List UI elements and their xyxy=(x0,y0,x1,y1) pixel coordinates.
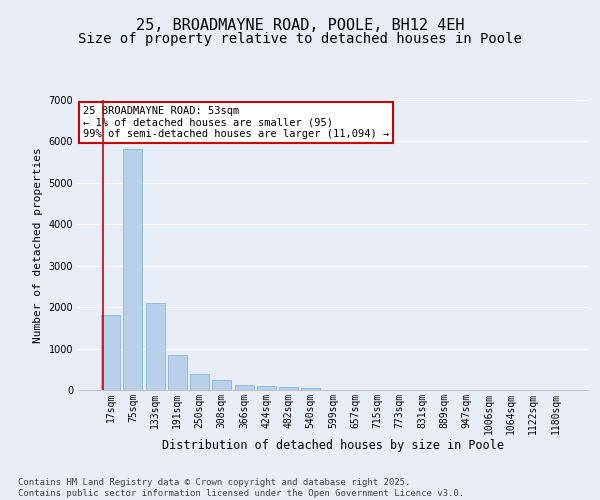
Bar xyxy=(146,303,164,390)
Text: Contains HM Land Registry data © Crown copyright and database right 2025.
Contai: Contains HM Land Registry data © Crown c… xyxy=(18,478,464,498)
Bar xyxy=(257,386,276,390)
Text: 25 BROADMAYNE ROAD: 53sqm
← 1% of detached houses are smaller (95)
99% of semi-d: 25 BROADMAYNE ROAD: 53sqm ← 1% of detach… xyxy=(83,106,389,139)
Bar xyxy=(124,149,142,390)
Bar xyxy=(301,388,320,390)
Y-axis label: Number of detached properties: Number of detached properties xyxy=(33,147,43,343)
Bar xyxy=(235,385,254,390)
X-axis label: Distribution of detached houses by size in Poole: Distribution of detached houses by size … xyxy=(162,440,504,452)
Bar xyxy=(279,387,298,390)
Bar xyxy=(168,355,187,390)
Bar xyxy=(190,374,209,390)
Bar xyxy=(101,316,120,390)
Bar xyxy=(212,380,231,390)
Text: Size of property relative to detached houses in Poole: Size of property relative to detached ho… xyxy=(78,32,522,46)
Text: 25, BROADMAYNE ROAD, POOLE, BH12 4EH: 25, BROADMAYNE ROAD, POOLE, BH12 4EH xyxy=(136,18,464,32)
